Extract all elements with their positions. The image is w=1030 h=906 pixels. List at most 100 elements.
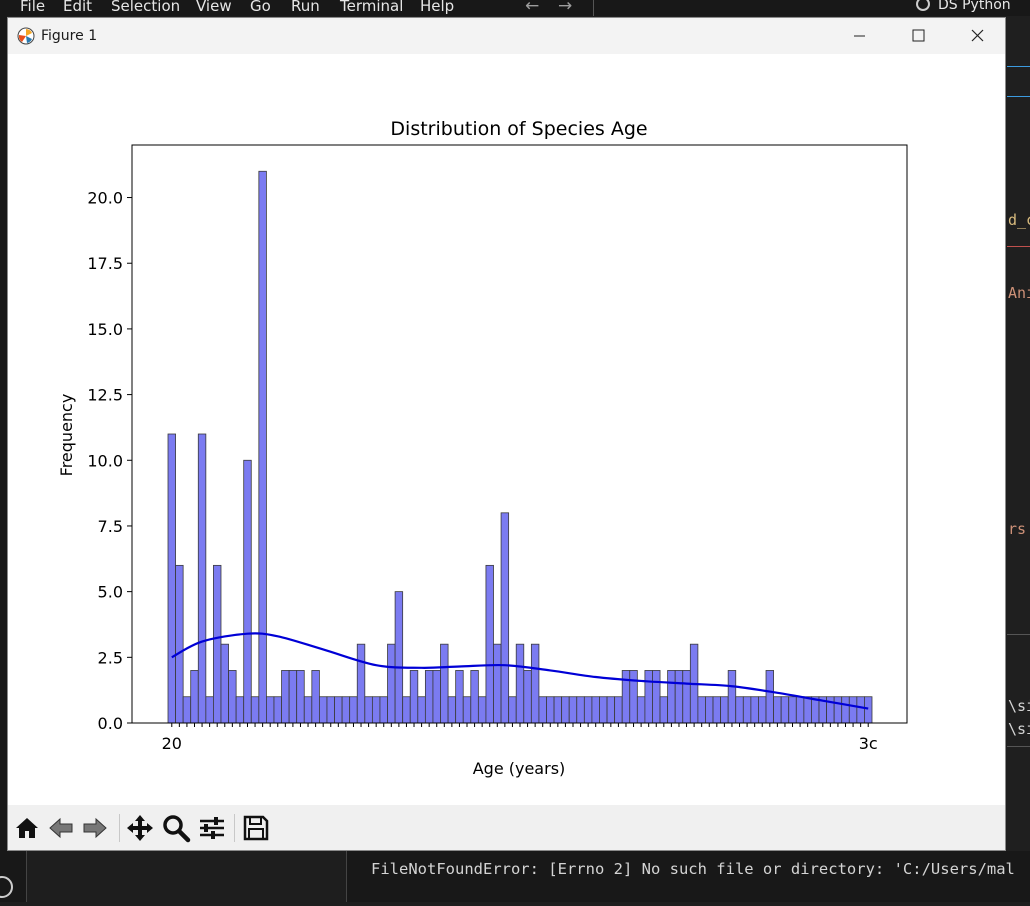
histogram-bar: [364, 696, 373, 724]
histogram-bar: [523, 670, 532, 724]
menu-file[interactable]: File: [20, 0, 46, 15]
histogram-bar: [387, 643, 396, 724]
home-icon[interactable]: [12, 813, 42, 843]
histogram-bar: [402, 696, 411, 724]
command-center[interactable]: [593, 0, 1030, 16]
histogram-bar: [583, 696, 593, 724]
histogram-bar: [591, 696, 600, 724]
menu-help[interactable]: Help: [420, 0, 455, 15]
histogram-bar: [477, 696, 487, 724]
histogram-bar: [205, 696, 214, 724]
close-button[interactable]: [954, 18, 1000, 54]
histogram-bar: [682, 670, 691, 724]
histogram-bar: [833, 696, 843, 724]
histogram-bar: [864, 696, 873, 724]
histogram-bar: [667, 670, 676, 724]
histogram-bar: [644, 670, 653, 724]
histogram-bar: [652, 670, 661, 724]
histogram-bar: [303, 696, 313, 724]
forward-icon[interactable]: [80, 813, 110, 843]
histogram-bar: [621, 670, 631, 724]
histogram-bar: [470, 670, 479, 724]
histogram-bar: [841, 696, 850, 724]
histogram-bar: [424, 670, 434, 724]
histogram-bar: [273, 696, 282, 724]
histogram-bar: [318, 696, 328, 724]
histogram-bar: [727, 670, 737, 724]
menu-bar: File Edit Selection View Go Run Terminal…: [0, 0, 1030, 16]
histogram-bar: [462, 696, 472, 724]
histogram-bar: [659, 696, 669, 724]
histogram-bar: [765, 670, 774, 724]
histogram-bar: [288, 670, 298, 724]
histogram-chart: Distribution of Species Age 0.0 2.5 5.0 7.5…: [57, 118, 908, 778]
chart-title: Distribution of Species Age: [390, 118, 647, 140]
minimize-button[interactable]: [836, 18, 882, 54]
figure-window: Figure 1 Distribution of Species Age 0.0…: [7, 17, 1006, 851]
forward-arrow-icon[interactable]: →: [558, 0, 573, 16]
histogram-bar: [674, 670, 684, 724]
menu-selection[interactable]: Selection: [111, 0, 181, 15]
save-icon[interactable]: [241, 813, 271, 843]
histogram-bar: [553, 696, 563, 724]
plot-canvas[interactable]: Distribution of Species Age 0.0 2.5 5.0 7.5…: [8, 54, 1005, 805]
y-tick-label: 20.0: [87, 189, 123, 208]
histogram-bar: [326, 696, 335, 724]
histogram-bar: [561, 696, 570, 724]
terminal-fragment: \si: [1008, 720, 1030, 738]
y-tick-label: 12.5: [87, 386, 123, 405]
histogram-bar: [266, 696, 275, 724]
menu-run[interactable]: Run: [291, 0, 320, 15]
y-tick-label: 5.0: [98, 583, 123, 602]
code-fragment: d_c: [1008, 211, 1030, 229]
zoom-icon[interactable]: [161, 813, 191, 843]
histogram-bar: [629, 670, 638, 724]
histogram-bar: [697, 696, 706, 724]
back-arrow-icon[interactable]: ←: [525, 0, 540, 16]
histogram-bar: [712, 696, 722, 724]
search-icon: [916, 0, 930, 11]
activity-bar: [0, 16, 7, 902]
terminal-panel[interactable]: [346, 851, 1030, 902]
y-tick-label: 15.0: [87, 320, 123, 339]
histogram-bar: [705, 696, 714, 724]
y-axis-label: Frequency: [57, 394, 76, 477]
code-fragment: rs: [1008, 520, 1027, 538]
editor-panel: [1007, 16, 1030, 902]
histogram-bar: [228, 670, 237, 724]
histogram-bar: [720, 696, 729, 724]
x-tick-label: 3c: [859, 734, 878, 753]
maximize-button[interactable]: [895, 18, 941, 54]
histogram-bar: [750, 696, 759, 724]
histogram-bar: [175, 564, 184, 724]
navigation-toolbar: [8, 805, 1005, 850]
accounts-area: [0, 851, 27, 902]
histogram-bar: [190, 670, 199, 724]
y-tick-label: 2.5: [98, 648, 123, 667]
histogram-bar: [538, 696, 547, 724]
histogram-bar: [409, 670, 419, 724]
histogram-bar: [447, 696, 457, 724]
histogram-bar: [546, 696, 555, 724]
menu-edit[interactable]: Edit: [63, 0, 93, 15]
histogram-bar: [758, 696, 767, 724]
histogram-bar: [379, 696, 388, 724]
menu-view[interactable]: View: [196, 0, 232, 15]
histogram-bar: [742, 696, 752, 724]
histogram-bar: [599, 696, 608, 724]
histogram-bar: [167, 433, 176, 724]
pan-icon[interactable]: [125, 813, 155, 843]
configure-icon[interactable]: [197, 813, 227, 843]
histogram-bar: [197, 433, 207, 724]
back-icon[interactable]: [46, 813, 76, 843]
menu-terminal[interactable]: Terminal: [340, 0, 404, 15]
histogram-bar: [500, 512, 510, 724]
histogram-bar: [606, 696, 616, 724]
histogram-bar: [576, 696, 585, 724]
histogram-bar: [371, 696, 381, 724]
menu-go[interactable]: Go: [250, 0, 271, 15]
histogram-bar: [182, 696, 192, 724]
histogram-bar: [848, 696, 858, 724]
histogram-bar: [493, 643, 502, 724]
histogram-bar: [780, 696, 790, 724]
